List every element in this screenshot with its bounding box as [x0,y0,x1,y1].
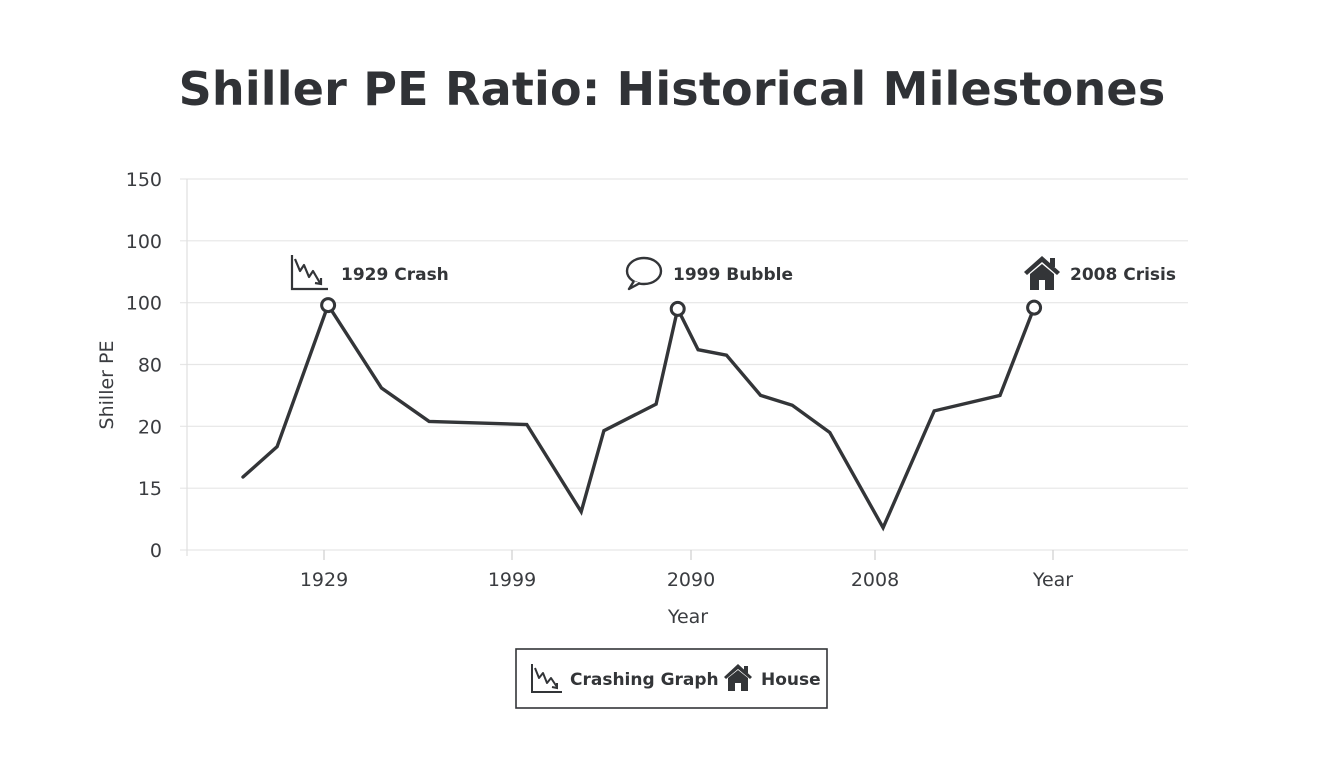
highlight-marker [669,300,686,317]
y-tick-label: 100 [126,293,162,315]
annotation-1929-crash: 1929 Crash [290,255,449,291]
annotation-2008-crisis: 2008 Crisis [1024,256,1176,290]
annotation-label: 1929 Crash [341,265,449,285]
series-line-0 [241,301,1036,532]
x-tick-label: 2090 [667,569,715,591]
speech-bubble-icon [625,256,663,291]
highlight-markers [320,297,1043,317]
y-tick-label: 150 [126,169,162,191]
house-icon [1024,256,1060,290]
annotation-label: 2008 Crisis [1070,265,1176,285]
series-line [241,301,1036,532]
y-axis-label: Shiller PE [96,341,118,430]
house-icon [724,664,752,691]
legend-label: House [761,670,821,690]
legend-item-crashing-graph: Crashing Graph [531,664,719,693]
x-tick-label: 1999 [488,569,536,591]
x-tick-label: Year [1032,569,1073,591]
chart-title: Shiller PE Ratio: Historical Milestones [178,62,1166,116]
x-tick-label: 1929 [300,569,348,591]
x-tick-label: 2008 [851,569,899,591]
crashing-graph-icon [290,255,328,291]
x-axis-label: Year [667,606,708,628]
legend-item-house: House [724,664,821,691]
legend-label: Crashing Graph [570,670,719,690]
x-tick-labels: 1929 1999 2090 2008 Year [300,550,1073,591]
legend: Crashing Graph House [515,648,828,709]
y-tick-label: 0 [150,540,162,562]
highlight-marker [1026,299,1043,316]
y-tick-labels: 0 15 20 80 100 100 150 [126,169,162,562]
y-tick-label: 20 [138,416,162,438]
y-tick-label: 80 [138,355,162,377]
y-tick-label: 100 [126,231,162,253]
crashing-graph-icon [531,664,562,693]
legend-box [515,648,828,709]
grid-lines [180,178,1188,551]
highlight-marker [320,297,337,314]
annotation-label: 1999 Bubble [673,265,793,285]
annotation-1999-bubble: 1999 Bubble [625,256,793,291]
y-tick-label: 15 [138,478,162,500]
